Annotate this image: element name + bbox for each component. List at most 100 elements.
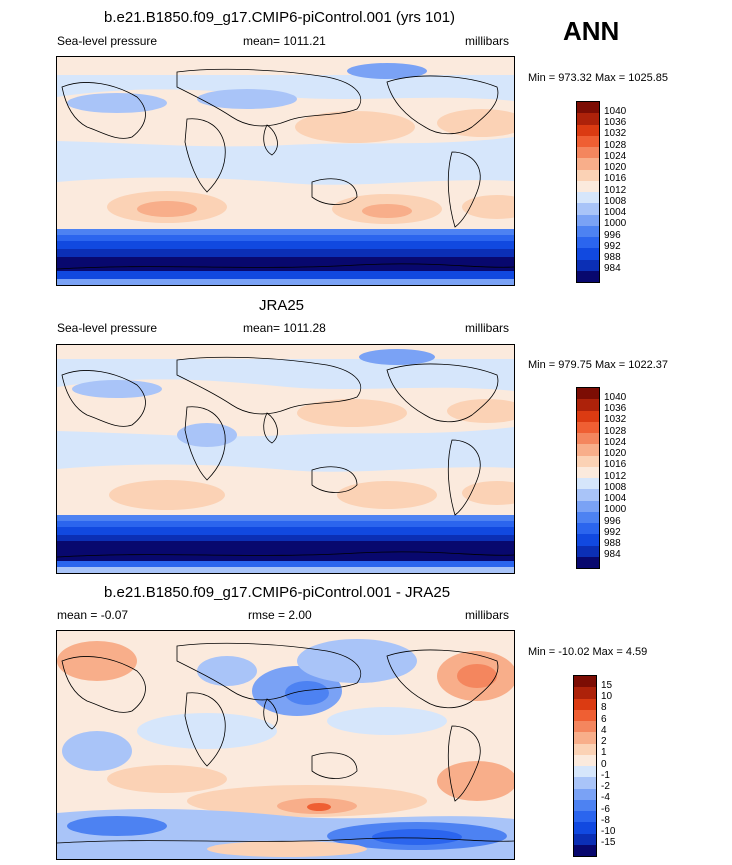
colorbar-label: -6: [601, 804, 610, 815]
panel2-mean: mean= 1011.28: [243, 321, 326, 335]
colorbar-label: 1000: [604, 504, 627, 515]
panel2-title: JRA25: [259, 297, 305, 314]
colorbar-label: 6: [601, 714, 607, 725]
panel3-units: millibars: [465, 608, 510, 622]
colorbar-swatch: [577, 556, 599, 568]
colorbar-label: 1012: [604, 185, 627, 196]
colorbar-swatch: [574, 698, 596, 710]
panel3-rmse: rmse = 2.00: [248, 608, 312, 622]
colorbar-swatch: [574, 687, 596, 699]
colorbar-label: 1004: [604, 207, 627, 218]
panel2-minmax: Min = 979.75 Max = 1022.37: [528, 359, 669, 371]
colorbar-label: 1028: [604, 140, 627, 151]
colorbar-label: -1: [601, 770, 610, 781]
colorbar-swatch: [577, 399, 599, 411]
colorbar-label: 4: [601, 725, 607, 736]
colorbar-label: 988: [604, 252, 621, 263]
colorbar-label: 992: [604, 527, 621, 538]
colorbar-label: 1: [601, 747, 607, 758]
colorbar-swatch: [577, 225, 599, 237]
colorbar-swatch: [577, 270, 599, 282]
colorbar-label: 1016: [604, 173, 627, 184]
panel1-units: millibars: [465, 34, 510, 48]
colorbar-label: -2: [601, 781, 610, 792]
panel1-title: b.e21.B1850.f09_g17.CMIP6-piControl.001 …: [104, 9, 456, 26]
colorbar-swatch: [574, 844, 596, 856]
panel1-mean: mean= 1011.21: [243, 34, 326, 48]
colorbar-label: 8: [601, 702, 607, 713]
colorbar-label: 1012: [604, 471, 627, 482]
colorbar-swatch: [574, 822, 596, 834]
panel3-mean: mean = -0.07: [57, 608, 129, 622]
colorbar-swatch: [577, 248, 599, 260]
panel2-map: [56, 344, 515, 574]
colorbar-swatch: [577, 511, 599, 523]
colorbar-swatch: [574, 754, 596, 766]
colorbar-swatch: [574, 766, 596, 778]
colorbar-label: 1036: [604, 403, 627, 414]
colorbar-swatch: [574, 799, 596, 811]
panel2-variable: Sea-level pressure: [57, 321, 158, 335]
colorbar-label: 0: [601, 759, 607, 770]
colorbar-swatch: [574, 833, 596, 845]
colorbar-label: 1004: [604, 493, 627, 504]
colorbar-swatch: [577, 135, 599, 147]
colorbar-swatch: [577, 489, 599, 501]
colorbar-label: 15: [601, 680, 613, 691]
colorbar-label: -10: [601, 826, 616, 837]
colorbar-swatch: [574, 788, 596, 800]
colorbar-label: 988: [604, 538, 621, 549]
colorbar-label: 1020: [604, 448, 627, 459]
colorbar-label: 1028: [604, 426, 627, 437]
colorbar-label: 1020: [604, 162, 627, 173]
colorbar-label: 984: [604, 263, 621, 274]
colorbar-label: 1040: [604, 392, 627, 403]
colorbar-swatch: [577, 534, 599, 546]
colorbar-swatch: [577, 444, 599, 456]
colorbar-swatch: [577, 388, 599, 400]
colorbar-swatch: [577, 259, 599, 271]
colorbar-label: -8: [601, 815, 610, 826]
colorbar-swatch: [577, 545, 599, 557]
colorbar-swatch: [577, 124, 599, 136]
colorbar-swatch: [577, 478, 599, 490]
colorbar-label: 1000: [604, 218, 627, 229]
colorbar-swatch: [577, 410, 599, 422]
colorbar-swatch: [577, 500, 599, 512]
colorbar-swatch: [577, 214, 599, 226]
colorbar-label: 996: [604, 230, 621, 241]
colorbar-label: 984: [604, 549, 621, 560]
panel3-colorbar: [573, 675, 597, 857]
colorbar-swatch: [574, 777, 596, 789]
colorbar-label: -4: [601, 792, 610, 803]
panel2-colorbar: [576, 387, 600, 569]
colorbar-label: 1032: [604, 414, 627, 425]
colorbar-swatch: [577, 203, 599, 215]
colorbar-label: 992: [604, 241, 621, 252]
colorbar-label: 1008: [604, 196, 627, 207]
colorbar-label: 1040: [604, 106, 627, 117]
colorbar-label: 1036: [604, 117, 627, 128]
colorbar-swatch: [574, 721, 596, 733]
colorbar-swatch: [574, 676, 596, 688]
colorbar-swatch: [577, 158, 599, 170]
colorbar-label: 1024: [604, 151, 627, 162]
panel3-minmax: Min = -10.02 Max = 4.59: [528, 646, 648, 658]
colorbar-swatch: [577, 433, 599, 445]
colorbar-swatch: [577, 102, 599, 114]
colorbar-label: -15: [601, 837, 616, 848]
panel1-variable: Sea-level pressure: [57, 34, 158, 48]
season-label: ANN: [563, 16, 620, 46]
panel3-title: b.e21.B1850.f09_g17.CMIP6-piControl.001 …: [104, 584, 451, 601]
colorbar-swatch: [577, 147, 599, 159]
colorbar-swatch: [577, 192, 599, 204]
colorbar-swatch: [577, 455, 599, 467]
panel2-units: millibars: [465, 321, 510, 335]
colorbar-label: 1024: [604, 437, 627, 448]
colorbar-swatch: [574, 743, 596, 755]
colorbar-swatch: [577, 421, 599, 433]
colorbar-swatch: [574, 732, 596, 744]
colorbar-swatch: [577, 113, 599, 125]
colorbar-label: 1016: [604, 459, 627, 470]
colorbar-label: 2: [601, 736, 607, 747]
